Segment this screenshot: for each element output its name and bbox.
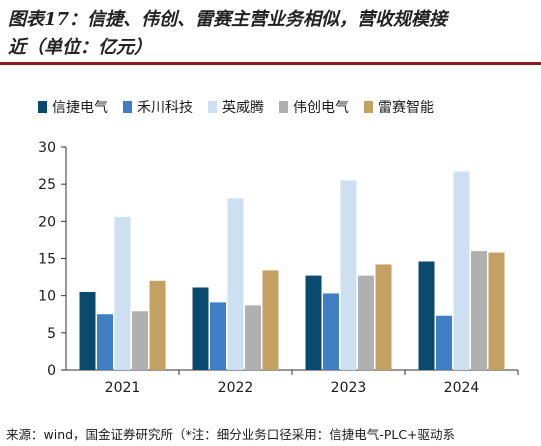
bar — [488, 252, 505, 370]
bar — [471, 251, 487, 370]
legend-swatch — [208, 101, 217, 113]
bar — [358, 275, 374, 370]
legend-label: 雷赛智能 — [378, 100, 434, 116]
legend-item: 英威腾 — [208, 97, 264, 117]
bar — [210, 302, 226, 370]
bar — [323, 293, 339, 370]
bar — [192, 287, 209, 370]
legend-label: 禾川科技 — [137, 100, 193, 116]
legend-label: 信捷电气 — [52, 100, 108, 116]
title-divider — [0, 62, 541, 65]
bar — [114, 216, 131, 370]
legend-item: 伟创电气 — [279, 97, 349, 117]
bar — [227, 198, 244, 370]
bar — [436, 315, 452, 370]
x-tick-label: 2021 — [105, 380, 141, 396]
y-tick-label: 30 — [38, 140, 56, 156]
chart-legend: 信捷电气 禾川科技 英威腾 伟创电气 雷赛智能 — [38, 96, 449, 118]
legend-swatch — [279, 101, 288, 113]
bar — [245, 305, 261, 370]
figure-title: 图表17：信捷、伟创、雷赛主营业务相似，营收规模接 近（单位：亿元） — [8, 6, 533, 62]
bar — [262, 270, 279, 370]
source-note: 来源：wind，国金证券研究所（*注：细分业务口径采用：信捷电气-PLC+驱动系 — [6, 427, 456, 442]
x-tick-label: 2022 — [218, 380, 254, 396]
bar — [418, 261, 435, 370]
legend-item: 禾川科技 — [123, 97, 193, 117]
bar — [149, 280, 166, 370]
x-tick-label: 2024 — [444, 380, 480, 396]
y-tick-label: 10 — [38, 289, 56, 305]
x-tick-label: 2023 — [331, 380, 367, 396]
y-tick-label: 0 — [47, 363, 56, 379]
legend-swatch — [123, 101, 132, 113]
bar — [79, 291, 96, 370]
bar — [340, 180, 357, 370]
y-tick-label: 15 — [38, 252, 56, 268]
legend-item: 信捷电气 — [38, 97, 108, 117]
legend-label: 伟创电气 — [293, 100, 349, 116]
bar — [453, 171, 470, 370]
y-tick-label: 20 — [38, 214, 56, 230]
bar — [375, 264, 392, 370]
y-tick-label: 5 — [47, 326, 56, 342]
legend-item: 雷赛智能 — [364, 97, 434, 117]
figure-title-line-2: 近（单位：亿元） — [8, 37, 152, 58]
bar — [305, 275, 322, 370]
legend-swatch — [38, 101, 47, 113]
y-tick-label: 25 — [38, 177, 56, 193]
bar — [97, 314, 113, 370]
figure-title-line-1: 图表17：信捷、伟创、雷赛主营业务相似，营收规模接 — [8, 9, 448, 30]
bar — [132, 311, 148, 370]
legend-swatch — [364, 101, 373, 113]
legend-label: 英威腾 — [222, 100, 264, 116]
bar-chart: 0 5 10 15 20 25 30 2021 2022 2023 2024 — [38, 140, 519, 396]
